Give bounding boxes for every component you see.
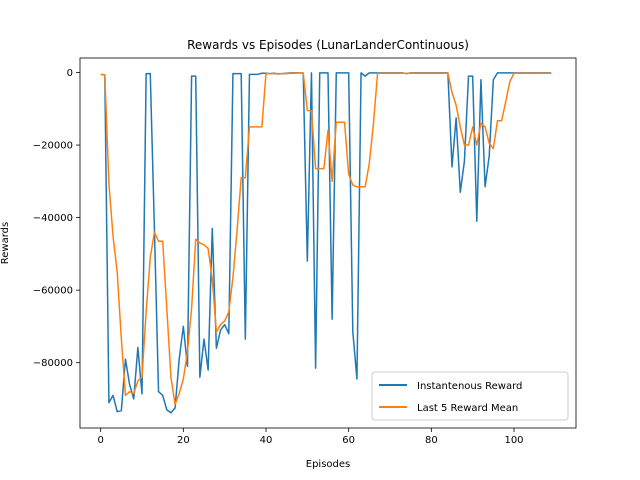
y-tick-label: −20000 (33, 141, 73, 152)
y-tick-label: −60000 (33, 286, 73, 297)
series-layer (100, 72, 552, 414)
x-tick-label: 20 (177, 435, 190, 446)
x-tick-label: 40 (260, 435, 273, 446)
x-tick-label: 60 (342, 435, 355, 446)
y-tick-label: −40000 (33, 213, 73, 224)
y-tick-label: −80000 (33, 358, 73, 369)
y-tick-label: 0 (67, 68, 73, 79)
x-tick-label: 80 (425, 435, 438, 446)
legend: Instantenous Reward Last 5 Reward Mean (371, 371, 569, 421)
legend-box (371, 371, 569, 421)
legend-label-instantaneous: Instantenous Reward (417, 381, 522, 392)
x-axis-label: Episodes (306, 459, 350, 470)
chart-title: Rewards vs Episodes (LunarLanderContinuo… (187, 38, 469, 52)
y-axis-label: Rewards (0, 222, 11, 264)
x-tick-label: 0 (97, 435, 103, 446)
y-axis-ticks: −80000 −60000 −40000 −20000 0 (33, 68, 80, 369)
series-line-0 (100, 72, 552, 414)
x-axis-ticks: 0 20 40 60 80 100 (97, 428, 524, 446)
x-tick-label: 100 (504, 435, 523, 446)
series-line-1 (100, 72, 552, 406)
plot-frame (79, 57, 577, 429)
legend-label-mean: Last 5 Reward Mean (417, 403, 518, 414)
